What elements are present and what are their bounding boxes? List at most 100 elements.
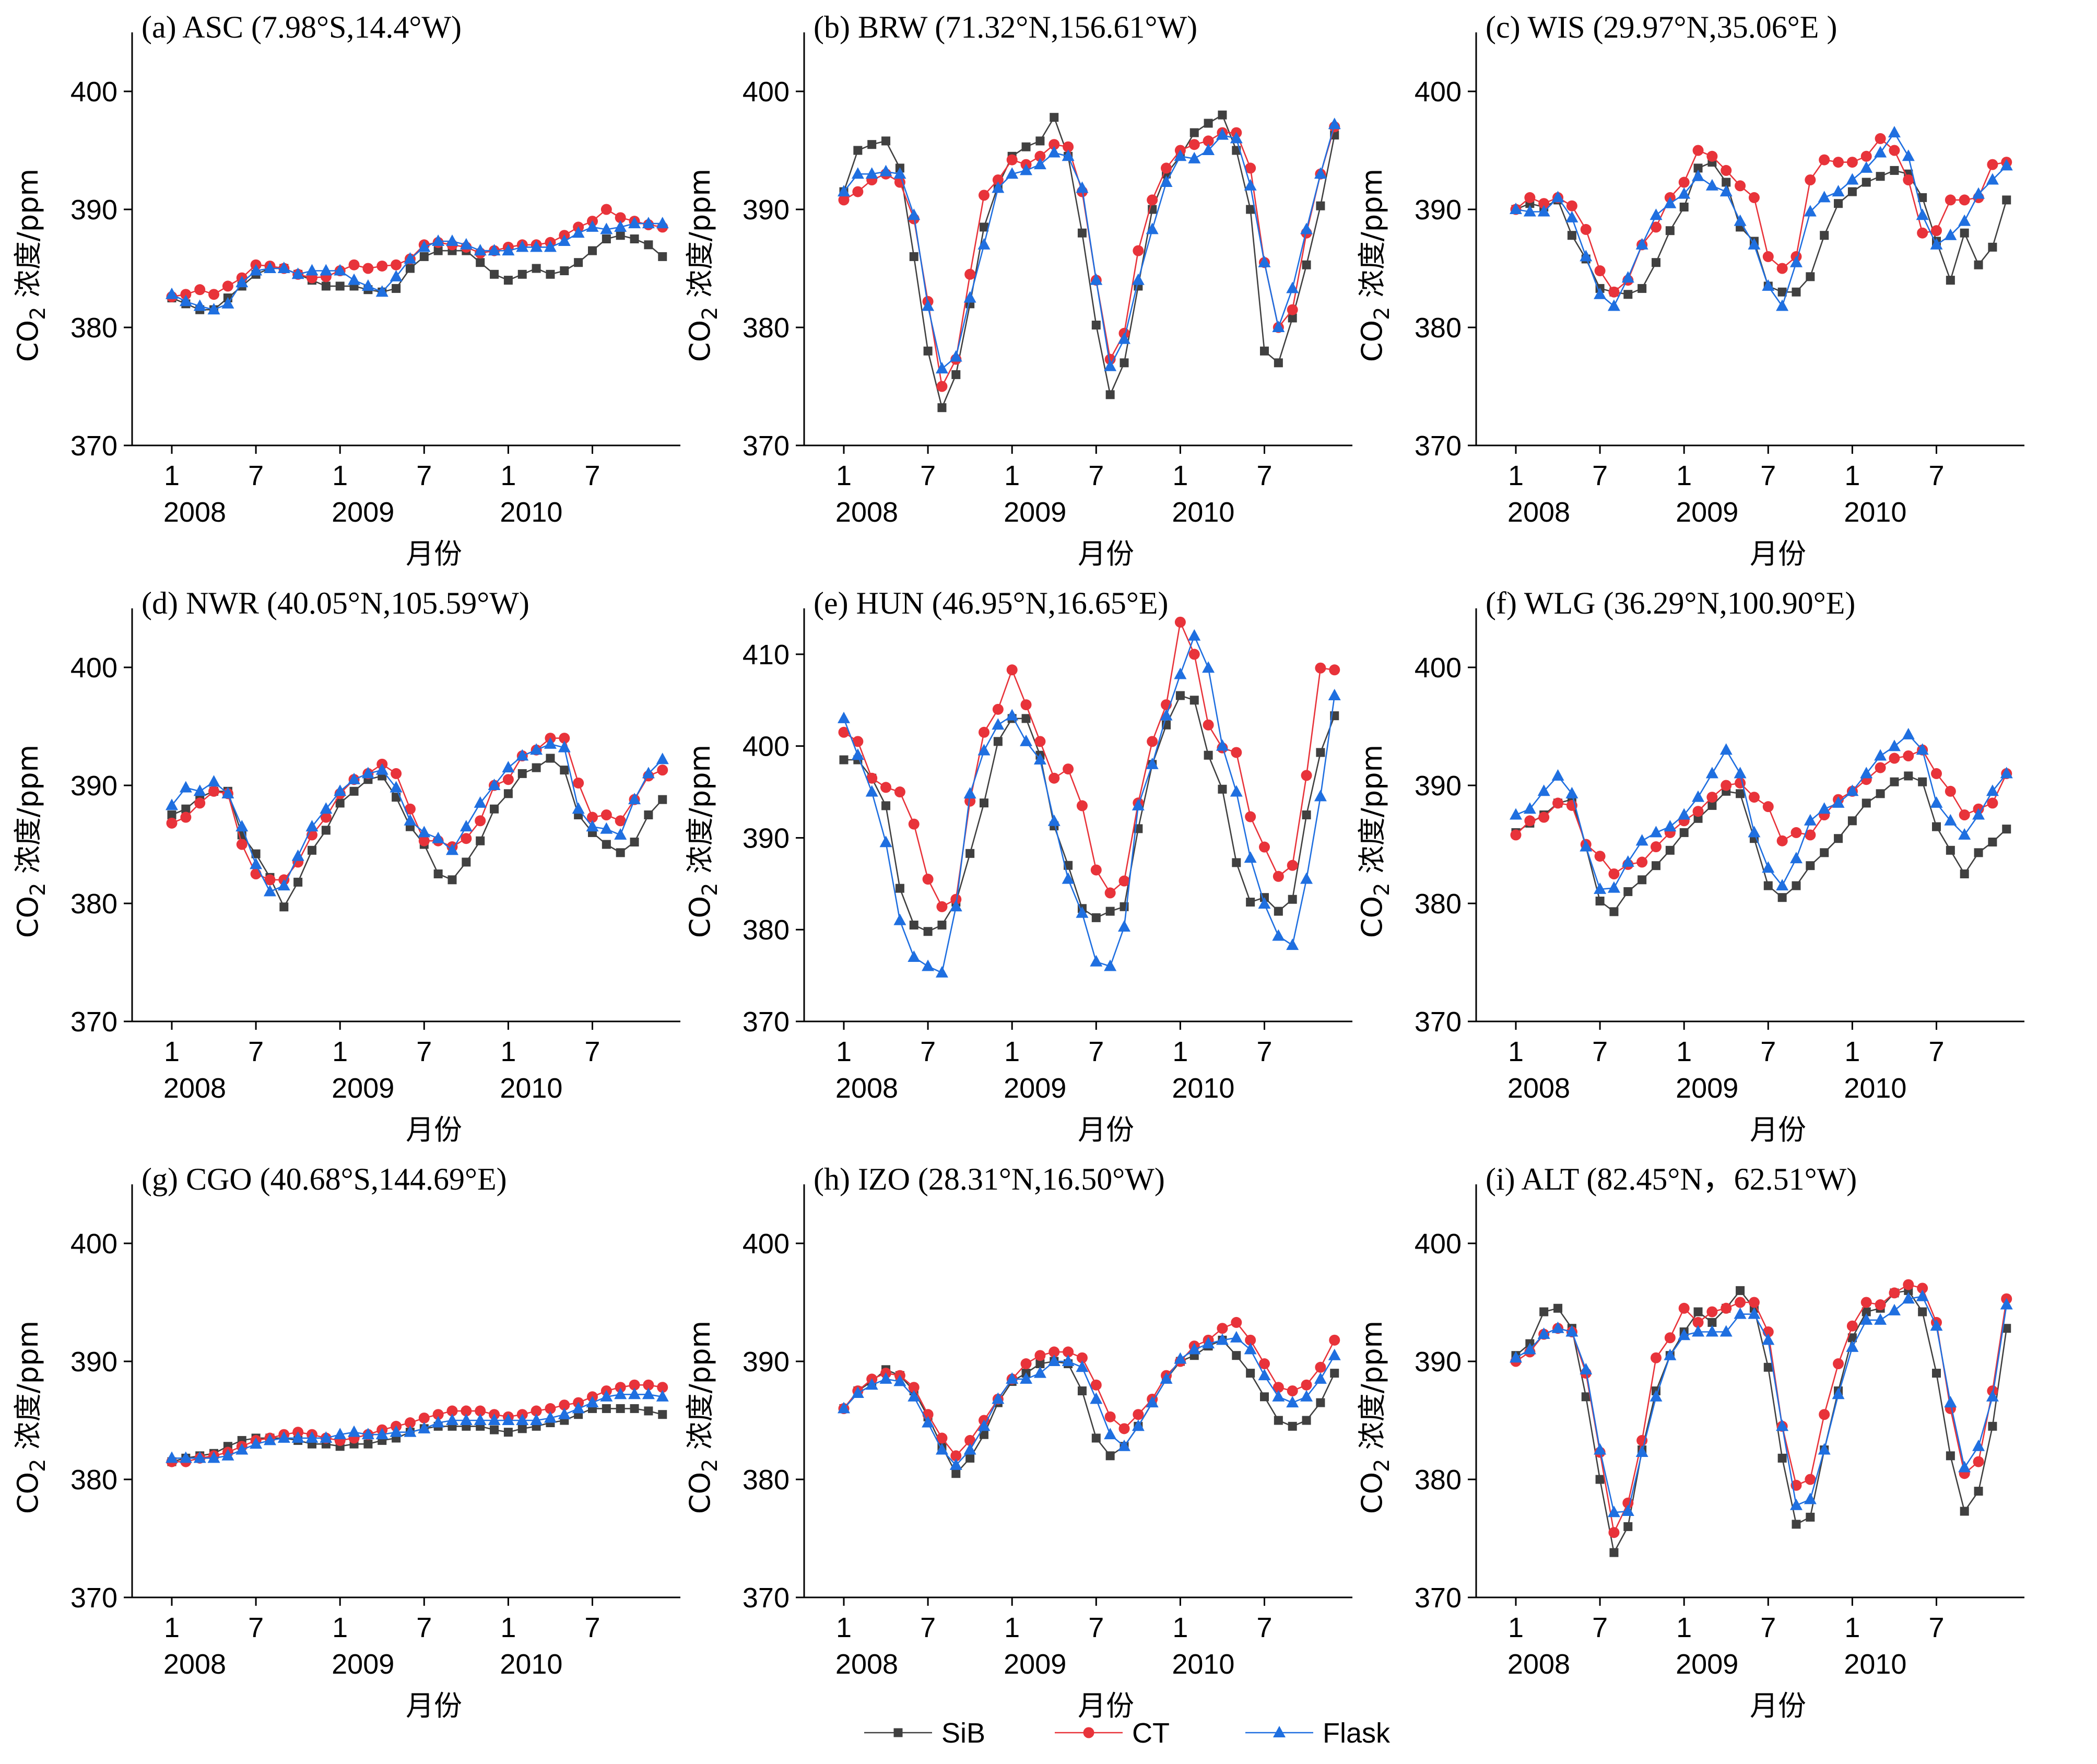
data-point-sib	[1274, 1416, 1283, 1425]
data-point-sib	[1302, 810, 1311, 819]
data-point-flask	[1006, 709, 1019, 721]
data-point-sib	[980, 1430, 988, 1439]
data-point-flask	[1272, 1390, 1285, 1402]
x-tick-label: 7	[416, 460, 432, 491]
x-tick-label: 1	[1004, 1036, 1020, 1067]
data-point-flask	[221, 297, 234, 309]
data-point-flask	[1580, 1362, 1593, 1374]
data-point-flask	[207, 775, 220, 787]
data-point-sib	[1035, 1359, 1045, 1369]
data-point-sib	[1091, 320, 1101, 330]
data-point-flask	[1678, 1328, 1691, 1340]
data-point-flask	[1692, 790, 1705, 802]
data-point-ct	[1203, 719, 1214, 731]
data-point-sib	[1050, 113, 1059, 122]
x-tick-label: 1	[1508, 1036, 1524, 1067]
x-tick-label: 1	[1004, 1612, 1020, 1643]
data-point-flask	[838, 185, 850, 197]
data-point-ct	[446, 1405, 458, 1417]
data-point-flask	[179, 1451, 192, 1463]
data-point-flask	[1986, 1390, 1999, 1402]
data-point-flask	[977, 238, 991, 250]
data-point-flask	[179, 781, 192, 793]
y-tick-label: 380	[70, 1464, 117, 1496]
data-point-flask	[1174, 1352, 1187, 1364]
data-point-ct	[1721, 164, 1732, 176]
data-point-ct	[418, 1412, 430, 1424]
data-point-sib	[1736, 789, 1745, 798]
data-point-flask	[418, 240, 431, 252]
data-point-flask	[1230, 132, 1243, 144]
data-point-flask	[1188, 1343, 1201, 1355]
y-tick-label: 370	[70, 1582, 117, 1614]
data-point-sib	[574, 258, 583, 267]
data-point-flask	[1650, 1390, 1663, 1402]
data-point-flask	[935, 1443, 948, 1455]
x-tick-label: 7	[1928, 1036, 1944, 1067]
data-point-flask	[656, 752, 669, 765]
data-point-ct	[1287, 1385, 1298, 1396]
y-tick-label: 380	[1415, 312, 1462, 344]
x-tick-label: 1	[500, 460, 516, 491]
data-point-flask	[404, 1425, 417, 1437]
data-point-flask	[1664, 820, 1677, 832]
data-point-ct	[1301, 1379, 1312, 1391]
data-point-ct	[615, 1382, 626, 1393]
data-point-flask	[1692, 1325, 1705, 1337]
x-tick-label: 1	[1172, 460, 1188, 491]
data-point-ct	[1580, 224, 1592, 235]
data-point-flask	[334, 784, 347, 796]
data-point-ct	[1594, 265, 1606, 277]
data-point-ct	[936, 381, 948, 392]
year-tick-label: 2008	[163, 1649, 226, 1680]
data-point-flask	[1734, 767, 1747, 779]
y-tick-label: 380	[1415, 888, 1462, 920]
data-point-flask	[1594, 882, 1607, 894]
data-point-sib	[1946, 1451, 1955, 1461]
data-point-ct	[1959, 194, 1970, 206]
data-point-ct	[1776, 835, 1788, 846]
data-point-flask	[1607, 299, 1620, 311]
data-point-sib	[433, 246, 443, 255]
data-point-sib	[1974, 848, 1983, 857]
data-point-sib	[630, 234, 639, 243]
data-point-flask	[488, 244, 501, 256]
data-point-sib	[1218, 110, 1227, 120]
x-tick-label: 7	[248, 1036, 264, 1067]
panel-title: (h) IZO (28.31°N,16.50°W)	[814, 1162, 1165, 1196]
year-tick-label: 2010	[1172, 1073, 1234, 1104]
data-point-flask	[879, 836, 892, 848]
data-point-flask	[1565, 1325, 1578, 1337]
data-point-flask	[963, 787, 976, 799]
data-point-flask	[1272, 321, 1285, 332]
data-point-ct	[573, 777, 584, 789]
data-point-sib	[532, 264, 541, 273]
data-point-ct	[362, 263, 374, 274]
data-point-flask	[1174, 667, 1187, 679]
data-point-sib	[1623, 887, 1633, 896]
data-point-ct	[1651, 841, 1662, 853]
data-point-flask	[1565, 786, 1578, 798]
y-tick-label: 380	[743, 1464, 790, 1496]
data-point-flask	[1719, 185, 1733, 197]
data-point-sib	[839, 755, 849, 765]
data-point-ct	[1706, 1306, 1718, 1318]
data-point-flask	[390, 1425, 403, 1437]
data-point-ct	[1875, 1299, 1886, 1311]
data-point-ct	[1524, 192, 1536, 203]
data-point-sib	[1637, 284, 1647, 293]
data-point-flask	[614, 220, 627, 232]
data-point-ct	[964, 1434, 976, 1446]
data-point-sib	[1091, 1433, 1101, 1443]
data-point-flask	[1635, 834, 1648, 846]
panel-g: 370 380 390 400 1 7 1 7 1 7 2008 2009 2010 月份 CO2 浓度/p…	[11, 1162, 680, 1722]
data-point-ct	[1118, 1423, 1130, 1434]
x-tick-label: 7	[1592, 460, 1608, 491]
data-point-sib	[1105, 1451, 1115, 1461]
x-axis-title: 月份	[1750, 1689, 1806, 1722]
data-point-flask	[1146, 222, 1159, 234]
data-point-sib	[1693, 1307, 1703, 1316]
data-point-ct	[391, 768, 402, 779]
data-point-sib	[867, 140, 877, 149]
data-point-sib	[1890, 166, 1899, 175]
